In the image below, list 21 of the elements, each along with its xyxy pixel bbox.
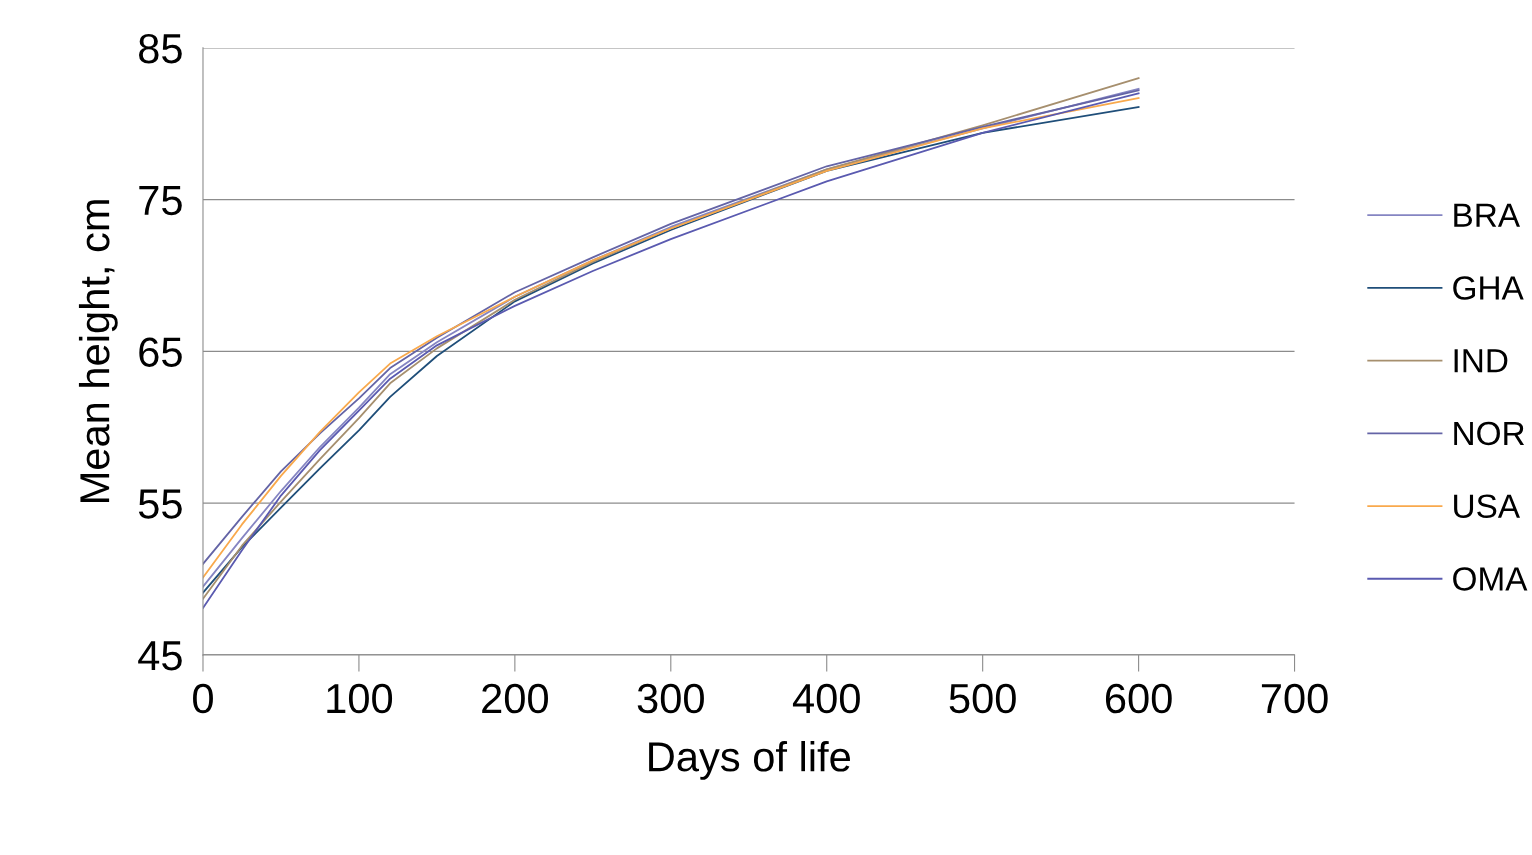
y-axis-title: Mean height, cm: [78, 200, 118, 502]
x-tick-label: 400: [792, 683, 860, 714]
legend-label: GHA: [1453, 276, 1524, 300]
legend-label: BRA: [1454, 203, 1521, 227]
y-tick-label: 45: [138, 641, 182, 671]
x-axis-title: Days of life: [649, 740, 850, 780]
y-tick-label: 65: [139, 337, 182, 367]
legend-label: OMA: [1453, 567, 1528, 591]
x-tick-label: 300: [637, 683, 704, 714]
y-tick-label: 85: [139, 33, 182, 64]
x-tick-label: 200: [482, 683, 548, 714]
y-tick-label: 75: [139, 186, 182, 216]
x-tick-label: 500: [949, 683, 1016, 714]
legend-label: IND: [1454, 349, 1508, 373]
legend-label: NOR: [1454, 421, 1525, 446]
y-tick-label: 55: [138, 489, 182, 519]
legend-label: USA: [1454, 494, 1521, 519]
x-tick-label: 100: [327, 683, 393, 714]
x-tick-label: 0: [193, 683, 213, 714]
x-tick-label: 600: [1105, 683, 1172, 714]
x-tick-label: 700: [1261, 683, 1328, 714]
